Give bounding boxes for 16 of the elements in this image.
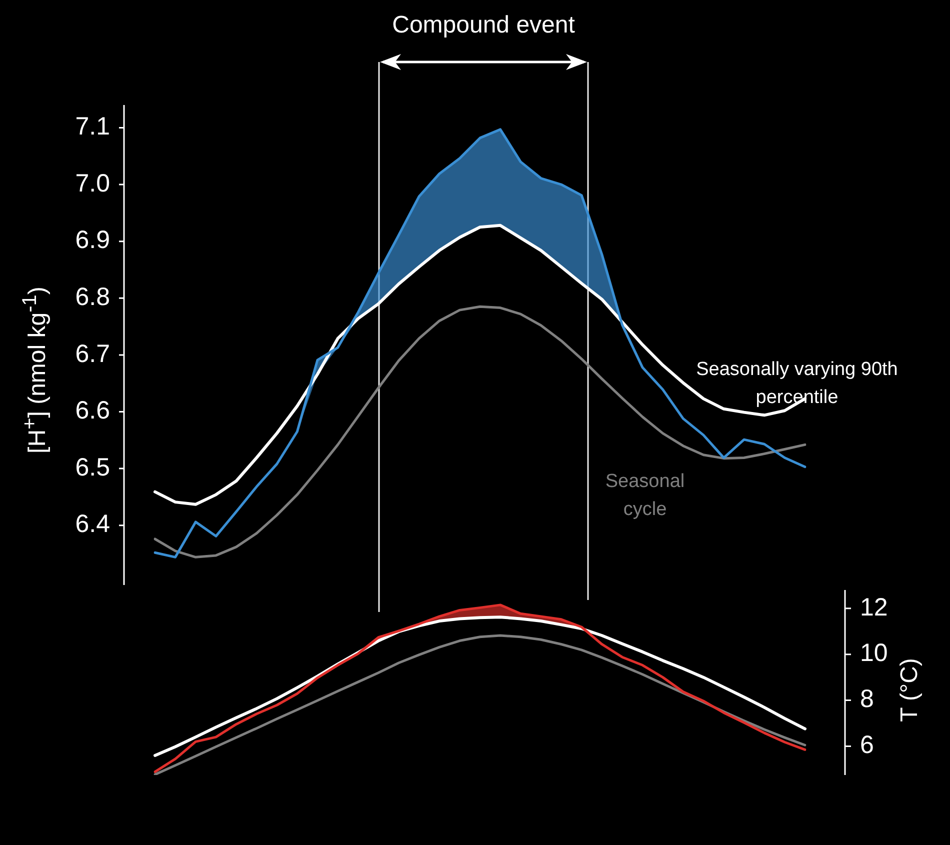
- series-label: Seasonal cycle: [604, 470, 686, 522]
- y-tick-label: 6.9: [75, 226, 110, 254]
- y-tick-label: 8: [860, 685, 874, 714]
- y-tick-label: 12: [860, 593, 888, 622]
- series-label: Seasonally varying 90th percentile: [695, 358, 899, 410]
- y-tick-label: 6.4: [75, 510, 110, 538]
- y-tick-label: 7.1: [75, 112, 110, 141]
- y-tick-label: 10: [860, 639, 888, 668]
- y-tick-label: 6.6: [75, 396, 110, 425]
- y-tick-label: 6.7: [75, 340, 110, 368]
- text: Compound event: [392, 12, 576, 39]
- y-tick-label: 6.8: [75, 283, 110, 312]
- y-tick-label: 6.5: [75, 453, 110, 482]
- y-tick-label: 7.0: [75, 169, 110, 198]
- y-tick-label: 6: [860, 731, 874, 760]
- y-axis-title: T (°C): [895, 657, 924, 724]
